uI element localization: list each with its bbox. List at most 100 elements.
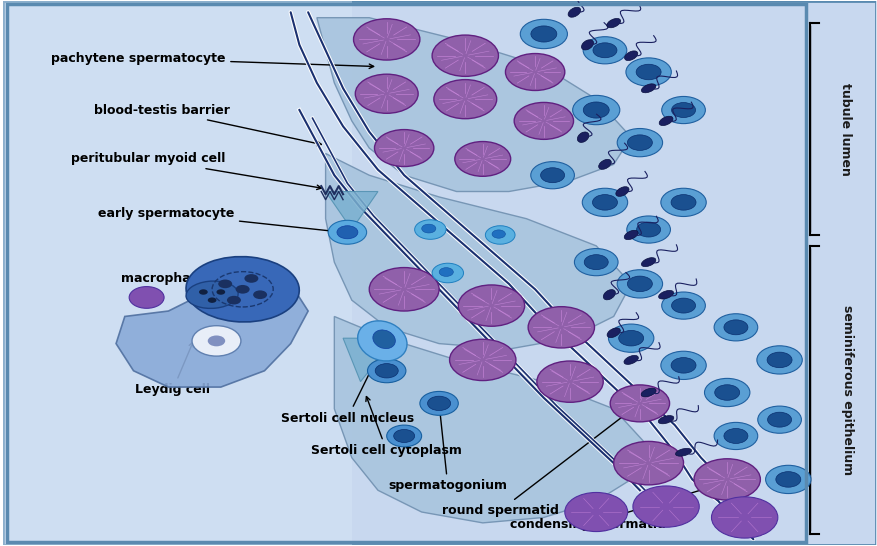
Circle shape — [439, 268, 453, 276]
Circle shape — [420, 391, 459, 416]
Circle shape — [758, 406, 802, 433]
Ellipse shape — [659, 290, 674, 299]
Circle shape — [694, 459, 760, 500]
Circle shape — [627, 276, 652, 292]
Circle shape — [528, 307, 595, 348]
Circle shape — [218, 280, 232, 288]
Circle shape — [531, 26, 557, 42]
Circle shape — [505, 54, 565, 91]
Circle shape — [671, 358, 696, 373]
Circle shape — [394, 430, 415, 442]
Circle shape — [531, 162, 574, 189]
Circle shape — [192, 326, 241, 356]
Ellipse shape — [659, 416, 674, 424]
Polygon shape — [116, 273, 308, 387]
Circle shape — [672, 103, 695, 117]
Circle shape — [369, 268, 439, 311]
Ellipse shape — [616, 187, 629, 197]
Circle shape — [415, 219, 446, 239]
Circle shape — [428, 396, 451, 411]
Circle shape — [434, 80, 496, 118]
Circle shape — [337, 225, 358, 239]
Ellipse shape — [641, 388, 656, 397]
Ellipse shape — [675, 448, 692, 456]
Circle shape — [617, 128, 663, 157]
Ellipse shape — [581, 40, 594, 50]
Circle shape — [724, 320, 748, 335]
Circle shape — [711, 497, 778, 538]
Circle shape — [766, 465, 811, 494]
Circle shape — [353, 19, 420, 60]
Circle shape — [671, 194, 696, 210]
Circle shape — [485, 225, 515, 244]
Circle shape — [767, 352, 792, 367]
Text: blood-testis barrier: blood-testis barrier — [94, 104, 321, 146]
Ellipse shape — [186, 281, 239, 308]
Circle shape — [253, 290, 267, 299]
Circle shape — [514, 103, 574, 139]
Ellipse shape — [599, 159, 611, 169]
Circle shape — [724, 429, 748, 443]
Polygon shape — [317, 17, 631, 192]
Text: pachytene spermatocyte: pachytene spermatocyte — [51, 52, 374, 68]
Ellipse shape — [624, 51, 638, 61]
Ellipse shape — [186, 257, 299, 322]
Circle shape — [584, 254, 609, 270]
Circle shape — [387, 425, 422, 447]
Circle shape — [208, 335, 225, 346]
Circle shape — [375, 364, 398, 378]
Circle shape — [582, 188, 628, 217]
Polygon shape — [325, 153, 631, 349]
Circle shape — [565, 492, 628, 532]
Circle shape — [757, 346, 802, 374]
Circle shape — [129, 287, 164, 308]
Ellipse shape — [641, 258, 656, 266]
Ellipse shape — [607, 19, 621, 28]
Circle shape — [609, 324, 654, 352]
Circle shape — [776, 472, 801, 487]
Ellipse shape — [568, 7, 581, 17]
Ellipse shape — [607, 328, 620, 337]
Circle shape — [208, 298, 217, 303]
Text: condensing spermatid: condensing spermatid — [510, 480, 731, 531]
Circle shape — [432, 35, 498, 76]
Circle shape — [540, 168, 565, 183]
Circle shape — [573, 96, 620, 124]
Circle shape — [593, 43, 617, 58]
Text: tubule lumen: tubule lumen — [838, 82, 852, 175]
Circle shape — [374, 129, 434, 167]
Circle shape — [767, 412, 792, 427]
Circle shape — [227, 296, 241, 305]
Circle shape — [583, 102, 610, 118]
Circle shape — [714, 423, 758, 449]
Ellipse shape — [358, 321, 407, 361]
Text: Leydig cell: Leydig cell — [135, 342, 210, 396]
Circle shape — [217, 289, 225, 295]
Circle shape — [245, 274, 259, 283]
Circle shape — [492, 230, 505, 238]
Text: Sertoli cell cytoplasm: Sertoli cell cytoplasm — [311, 396, 462, 457]
Circle shape — [627, 135, 652, 150]
Circle shape — [714, 314, 758, 341]
Ellipse shape — [641, 84, 656, 93]
Circle shape — [450, 339, 516, 381]
Circle shape — [520, 19, 567, 49]
Text: Sertoli cell nucleus: Sertoli cell nucleus — [281, 342, 414, 425]
Text: macrophage: macrophage — [121, 272, 230, 286]
Polygon shape — [325, 192, 378, 229]
Circle shape — [199, 289, 208, 295]
Text: spermatogonium: spermatogonium — [389, 408, 507, 492]
Text: seminiferous epithelium: seminiferous epithelium — [841, 305, 854, 475]
Ellipse shape — [577, 132, 588, 143]
Bar — [3, 2, 352, 544]
Circle shape — [662, 97, 705, 123]
Circle shape — [537, 361, 603, 402]
Circle shape — [459, 285, 524, 327]
Circle shape — [633, 486, 699, 527]
Ellipse shape — [373, 330, 396, 349]
Circle shape — [583, 37, 627, 64]
Ellipse shape — [603, 289, 616, 300]
Circle shape — [661, 188, 706, 217]
Ellipse shape — [660, 116, 673, 126]
Circle shape — [355, 74, 418, 113]
